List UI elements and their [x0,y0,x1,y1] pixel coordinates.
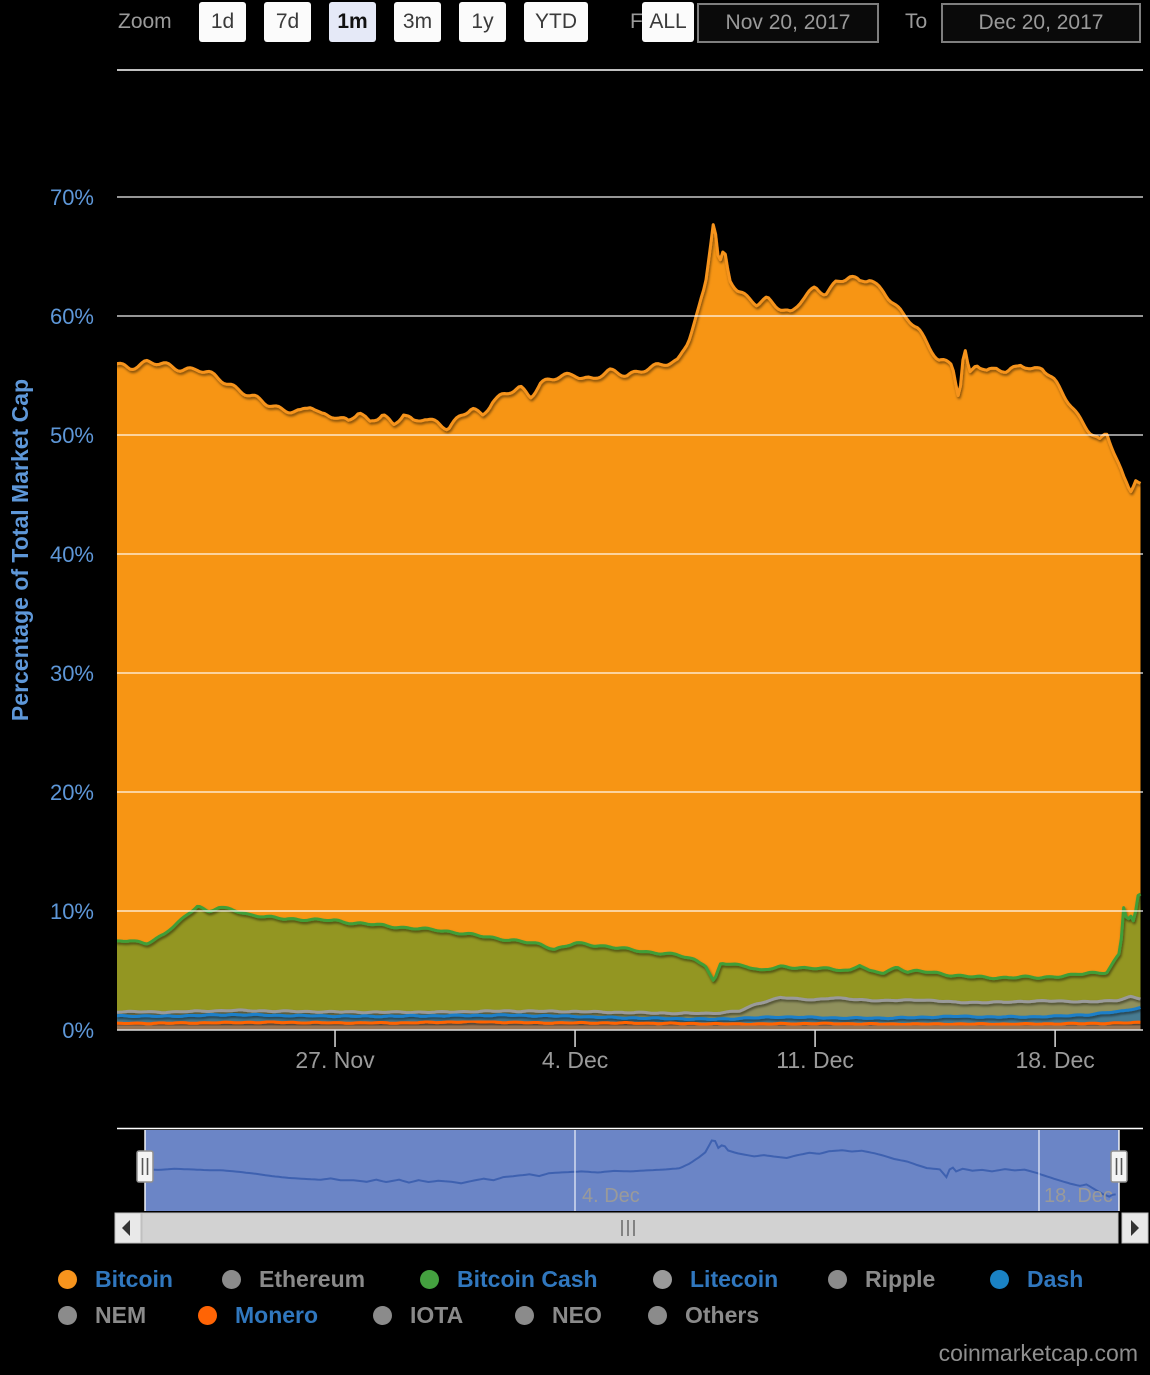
legend-label: Bitcoin Cash [457,1266,598,1292]
stacked-area-chart[interactable]: 0% 10% 20% 30% 40% 50% 60% 70% 27. Nov 4. Dec 11. … [0,0,1150,1260]
zoom-button-7d[interactable]: 7d [264,2,311,42]
to-label: To [905,10,928,33]
legend-item-ethereum[interactable]: Ethereum [222,1266,365,1293]
zoom-button-1y[interactable]: 1y [459,2,506,42]
navigator-date-label: 4. Dec [582,1185,640,1207]
legend-item-monero[interactable]: Monero [198,1302,318,1329]
legend-label: Dash [1027,1266,1084,1292]
legend-item-others[interactable]: Others [648,1302,759,1329]
navigator-scrollbar[interactable] [114,1212,1149,1244]
y-tick-label: 40% [50,542,94,567]
from-date-input[interactable] [697,3,879,43]
y-tick-label: 50% [50,423,94,448]
zoom-label: Zoom [118,10,172,33]
legend-item-nem[interactable]: NEM [58,1302,146,1329]
y-tick-label: 0% [62,1018,94,1043]
navigator[interactable]: 4. Dec 18. Dec [114,1127,1149,1244]
legend-label: IOTA [410,1302,464,1328]
navigator-handle-left[interactable] [136,1150,154,1183]
zoom-button-1m[interactable]: 1m [329,2,376,42]
legend-label: NEM [95,1302,147,1328]
legend-item-bitcoin[interactable]: Bitcoin [58,1266,173,1293]
area-bitcoin [117,224,1141,1030]
legend-item-bitcoin-cash[interactable]: Bitcoin Cash [420,1266,598,1293]
legend-marker-icon [653,1270,672,1289]
line-bitcoin-cash [117,892,1142,982]
coinmarketcap-watermark-link[interactable]: coinmarketcap.com [938,1340,1138,1366]
to-date-input[interactable] [941,3,1141,43]
x-tick-label: 11. Dec [776,1047,854,1073]
left-arrow-icon [122,1220,130,1236]
navigator-handle-right[interactable] [1110,1150,1128,1183]
legend-marker-icon [828,1270,847,1289]
legend-item-iota[interactable]: IOTA [373,1302,463,1329]
x-tick-label: 27. Nov [295,1047,375,1073]
series-areas [117,224,1141,1030]
legend-label: Ethereum [259,1266,366,1292]
zoom-button-all[interactable]: ALL [642,2,694,42]
legend-label: Monero [235,1302,319,1328]
legend-marker-icon [58,1270,77,1289]
y-tick-label: 20% [50,780,94,805]
series-lines [117,223,1142,1026]
y-tick-label: 70% [50,185,94,210]
legend-label: Litecoin [690,1266,779,1292]
right-arrow-icon [1131,1220,1139,1236]
legend-item-litecoin[interactable]: Litecoin [653,1266,778,1293]
legend-marker-icon [990,1270,1009,1289]
x-tick-label: 18. Dec [1015,1047,1094,1073]
zoom-button-1d[interactable]: 1d [199,2,246,42]
legend-label: Bitcoin [95,1266,173,1292]
line-litecoin [117,994,1141,1016]
y-axis-title: Percentage of Total Market Cap [7,378,33,722]
legend-label: Others [685,1302,760,1328]
axis-labels: 0% 10% 20% 30% 40% 50% 60% 70% 27. Nov 4. Dec 11. … [50,185,1095,1073]
legend-marker-icon [648,1306,667,1325]
y-tick-label: 10% [50,899,94,924]
zoom-button-ytd[interactable]: YTD [524,2,588,42]
legend-label: Ripple [865,1266,936,1292]
navigator-date-label: 18. Dec [1044,1185,1113,1207]
legend-item-dash[interactable]: Dash [990,1266,1083,1293]
legend-marker-icon [222,1270,241,1289]
legend-label: NEO [552,1302,602,1328]
area-bitcoin-cash [117,894,1141,1030]
legend-item-ripple[interactable]: Ripple [828,1266,935,1293]
legend-marker-icon [198,1306,217,1325]
x-tick-label: 4. Dec [542,1047,608,1073]
legend: Bitcoin Ethereum Bitcoin Cash Litecoin Rippl… [0,1266,1150,1338]
legend-marker-icon [373,1306,392,1325]
legend-item-neo[interactable]: NEO [515,1302,602,1329]
legend-marker-icon [515,1306,534,1325]
legend-marker-icon [420,1270,439,1289]
line-dash [117,1005,1141,1021]
legend-marker-icon [58,1306,77,1325]
line-bitcoin [117,223,1142,494]
line-monero [117,1019,1141,1026]
gridlines [117,69,1143,1031]
y-tick-label: 30% [50,661,94,686]
zoom-button-3m[interactable]: 3m [394,2,441,42]
y-tick-label: 60% [50,304,94,329]
